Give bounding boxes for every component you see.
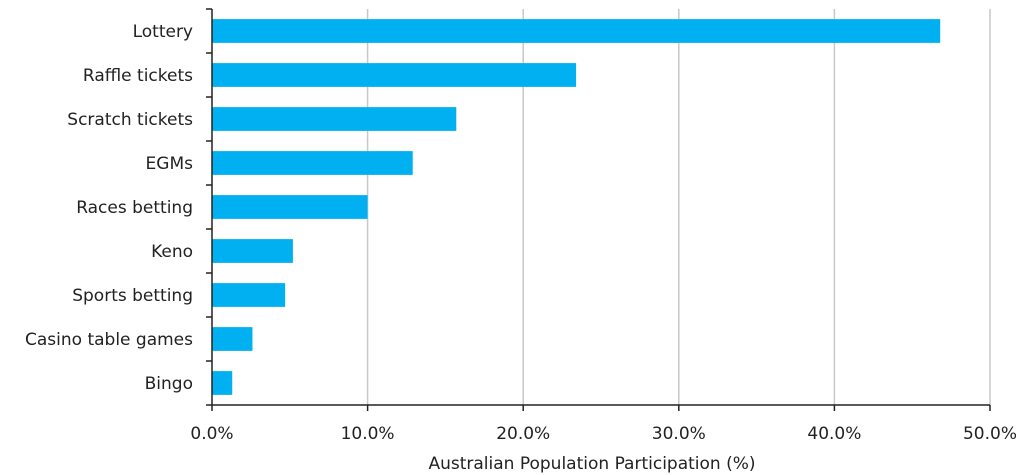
bar-lottery [212,19,941,43]
x-tick-label-0: 0.0% [190,424,233,444]
x-tick-label-4: 40.0% [807,424,861,444]
bar-casino-table-games [212,327,253,351]
bar-sports-betting [212,283,286,307]
category-label-casino-table-games: Casino table games [25,330,193,350]
category-label-keno: Keno [151,242,193,262]
ticks [206,8,991,411]
bar-bingo [212,371,233,395]
category-label-egms: EGMs [146,154,194,174]
category-label-scratch-tickets: Scratch tickets [67,110,193,130]
bar-egms [212,151,413,175]
bar-raffle-tickets [212,63,577,87]
x-tick-labels: 0.0% 10.0% 20.0% 30.0% 40.0% 50.0% [190,424,1016,444]
category-label-races-betting: Races betting [76,198,193,218]
category-label-lottery: Lottery [133,22,193,42]
axes [211,9,990,406]
bar-races-betting [212,195,368,219]
bar-keno [212,239,293,263]
category-label-sports-betting: Sports betting [72,286,193,306]
x-tick-label-2: 20.0% [496,424,550,444]
bar-scratch-tickets [212,107,457,131]
category-label-raffle-tickets: Raffle tickets [83,66,193,86]
x-tick-label-3: 30.0% [652,424,706,444]
x-axis-title: Australian Population Participation (%) [428,454,755,474]
x-tick-label-5: 50.0% [963,424,1016,444]
category-label-bingo: Bingo [145,374,193,394]
category-labels: Lottery Raffle tickets Scratch tickets EGMs… [25,22,193,394]
bars [212,19,941,395]
x-tick-label-1: 10.0% [341,424,395,444]
